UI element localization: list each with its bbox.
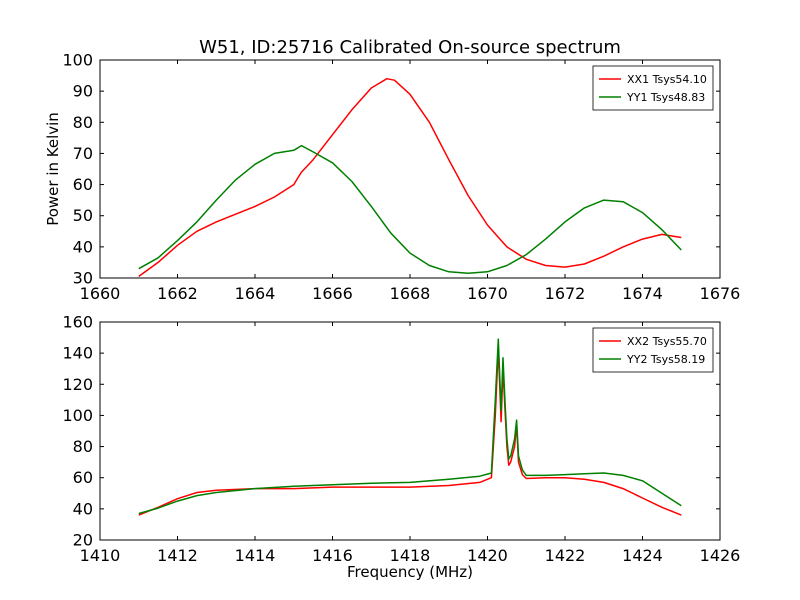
top-x-tick-label: 1662: [157, 284, 198, 303]
chart-title: W51, ID:25716 Calibrated On-source spect…: [199, 37, 621, 58]
bottom-x-tick-label: 1410: [80, 546, 121, 565]
top-legend-label-1: XX1 Tsys54.10: [627, 73, 707, 86]
top-series-line-1: [138, 77, 682, 278]
bottom-x-tick-label: 1422: [545, 546, 586, 565]
top-y-tick-label: 60: [73, 175, 93, 194]
top-x-tick-label: 1674: [622, 284, 663, 303]
bottom-series-line-2: [138, 338, 682, 515]
bottom-legend-label-2: YY2 Tsys58.19: [626, 353, 705, 366]
bottom-x-axis-label: Frequency (MHz): [347, 563, 473, 581]
top-legend: XX1 Tsys54.10 YY1 Tsys48.83: [592, 65, 714, 111]
top-y-tick-label: 50: [73, 206, 93, 225]
top-x-tick-label: 1664: [235, 284, 276, 303]
bottom-y-tick-label: 20: [73, 531, 93, 550]
top-y-axis-label: Power in Kelvin: [44, 112, 62, 226]
top-axis-ticks: 1660 1662 1664 1666 1668 1670 1672 1674 1676 30 40…: [62, 51, 740, 304]
top-y-tick-label: 30: [73, 269, 93, 288]
bottom-x-tick-label: 1426: [700, 546, 741, 565]
bottom-legend-label-1: XX2 Tsys55.70: [627, 335, 707, 348]
top-x-tick-label: 1670: [467, 284, 508, 303]
top-x-tick-label: 1668: [390, 284, 431, 303]
bottom-x-tick-label: 1420: [467, 546, 508, 565]
top-y-tick-label: 80: [73, 113, 93, 132]
top-legend-box: [592, 65, 714, 111]
top-y-tick-label: 100: [62, 51, 93, 70]
bottom-axis-ticks: 1410 1412 1414 1416 1418 1420 1422 1424 1426 20 40…: [62, 313, 740, 566]
top-y-tick-label: 70: [73, 144, 93, 163]
top-x-tick-label: 1672: [545, 284, 586, 303]
bottom-legend: XX2 Tsys55.70 YY2 Tsys58.19: [592, 327, 714, 373]
bottom-subplot: 1410 1412 1414 1416 1418 1420 1422 1424 1426 20 40…: [62, 313, 740, 582]
top-x-tick-label: 1676: [700, 284, 741, 303]
bottom-y-tick-label: 160: [62, 313, 93, 332]
bottom-y-tick-label: 60: [73, 468, 93, 487]
bottom-plot-lines: [138, 338, 682, 516]
bottom-x-tick-label: 1418: [390, 546, 431, 565]
top-plot-lines: [138, 77, 682, 278]
bottom-y-tick-label: 120: [62, 375, 93, 394]
bottom-legend-box: [592, 327, 714, 373]
top-series-line-2: [138, 144, 682, 275]
top-y-tick-label: 90: [73, 82, 93, 101]
bottom-y-tick-label: 80: [73, 437, 93, 456]
top-subplot: 1660 1662 1664 1666 1668 1670 1672 1674 1676 30 40…: [44, 51, 740, 304]
top-y-tick-label: 40: [73, 237, 93, 256]
top-legend-label-2: YY1 Tsys48.83: [626, 91, 705, 104]
bottom-x-tick-label: 1416: [312, 546, 353, 565]
top-x-tick-label: 1666: [312, 284, 353, 303]
bottom-y-tick-label: 40: [73, 499, 93, 518]
bottom-y-tick-label: 140: [62, 344, 93, 363]
bottom-x-tick-label: 1412: [157, 546, 198, 565]
bottom-x-tick-label: 1414: [235, 546, 276, 565]
bottom-x-tick-label: 1424: [622, 546, 663, 565]
top-x-tick-label: 1660: [80, 284, 121, 303]
bottom-y-tick-label: 100: [62, 406, 93, 425]
